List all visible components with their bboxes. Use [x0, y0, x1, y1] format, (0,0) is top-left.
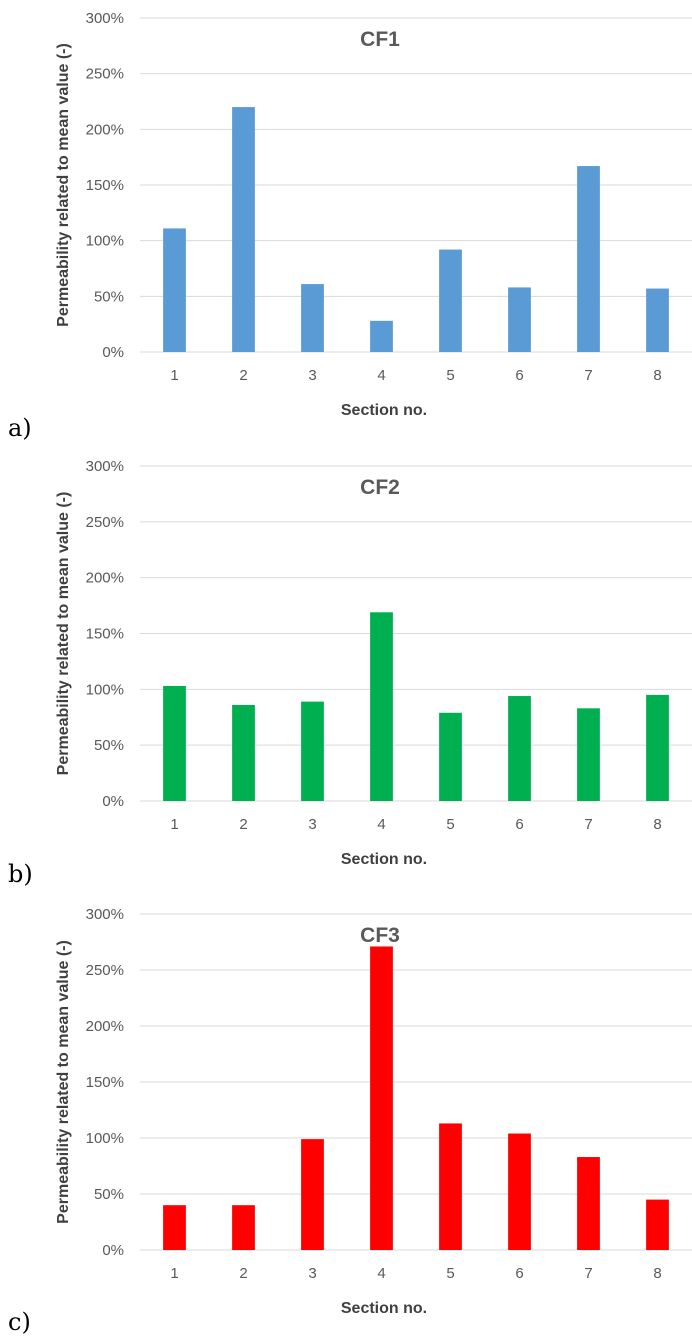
panel-label: c) [8, 1308, 31, 1336]
bar [232, 107, 255, 352]
x-tick-label: 8 [653, 816, 661, 833]
bar [301, 701, 324, 801]
x-tick-label: 6 [515, 1265, 523, 1282]
bar [646, 288, 669, 352]
y-tick-label: 100% [86, 681, 124, 698]
x-tick-label: 5 [446, 816, 454, 833]
y-tick-label: 200% [86, 121, 124, 138]
x-tick-label: 7 [584, 1265, 592, 1282]
bar [439, 249, 462, 352]
x-axis-title: Section no. [341, 402, 427, 419]
bar [577, 708, 600, 801]
y-tick-label: 250% [86, 66, 124, 83]
y-tick-label: 150% [86, 177, 124, 194]
x-tick-label: 7 [584, 816, 592, 833]
bar [301, 284, 324, 352]
x-tick-label: 1 [170, 1265, 178, 1282]
y-tick-label: 300% [86, 906, 124, 923]
x-tick-label: 6 [515, 367, 523, 384]
bar [577, 166, 600, 352]
x-tick-label: 2 [239, 1265, 247, 1282]
bar [370, 612, 393, 801]
x-tick-label: 4 [377, 1265, 385, 1282]
bar [232, 1205, 255, 1250]
y-tick-label: 200% [86, 570, 124, 587]
y-axis-title: Permeability related to mean value (-) [55, 940, 72, 1224]
bar [508, 1133, 531, 1250]
chart-panel-2: 0% 50% 100% 150% 200% 250% 300% 1 2 3 4 5 6 7 8 CF2 Sect… [8, 458, 692, 888]
y-tick-label: 0% [102, 793, 124, 810]
chart-title: CF2 [360, 476, 400, 499]
x-tick-label: 1 [170, 367, 178, 384]
y-tick-label: 200% [86, 1018, 124, 1035]
x-tick-label: 6 [515, 816, 523, 833]
panel-label: b) [8, 860, 33, 888]
x-tick-label: 2 [239, 367, 247, 384]
y-tick-label: 100% [86, 233, 124, 250]
y-axis-title: Permeability related to mean value (-) [55, 492, 72, 776]
y-tick-label: 100% [86, 1130, 124, 1147]
y-tick-label: 50% [94, 737, 124, 754]
chart-title: CF3 [360, 924, 400, 947]
panel-label: a) [8, 414, 32, 442]
x-tick-label: 2 [239, 816, 247, 833]
y-tick-label: 0% [102, 1242, 124, 1259]
chart-panel-3: 0% 50% 100% 150% 200% 250% 300% 1 2 3 4 5 6 7 8 CF3 Sect… [8, 906, 692, 1336]
y-tick-label: 300% [86, 10, 124, 27]
bar [439, 1123, 462, 1250]
x-tick-label: 1 [170, 816, 178, 833]
y-tick-label: 150% [86, 1074, 124, 1091]
bar [370, 946, 393, 1250]
y-tick-label: 50% [94, 1186, 124, 1203]
bar [508, 287, 531, 352]
y-tick-label: 150% [86, 626, 124, 643]
bar [301, 1139, 324, 1250]
bar [232, 704, 255, 801]
bar [163, 685, 186, 801]
bar [646, 1199, 669, 1250]
x-tick-label: 8 [653, 367, 661, 384]
x-tick-label: 7 [584, 367, 592, 384]
x-tick-label: 4 [377, 367, 385, 384]
x-tick-label: 3 [308, 367, 316, 384]
y-tick-label: 300% [86, 458, 124, 475]
bar [508, 696, 531, 801]
y-tick-label: 0% [102, 344, 124, 361]
x-tick-label: 5 [446, 367, 454, 384]
bar [646, 694, 669, 801]
bar [163, 228, 186, 352]
x-tick-label: 4 [377, 816, 385, 833]
y-tick-label: 50% [94, 288, 124, 305]
x-tick-label: 3 [308, 816, 316, 833]
x-axis-title: Section no. [341, 851, 427, 868]
bar [163, 1205, 186, 1250]
x-tick-label: 8 [653, 1265, 661, 1282]
x-tick-label: 5 [446, 1265, 454, 1282]
y-tick-label: 250% [86, 962, 124, 979]
bar [370, 320, 393, 352]
chart-panel-1: 0% 50% 100% 150% 200% 250% 300% 1 2 3 4 5 6 7 8 CF1 Sect… [8, 10, 692, 442]
bar [577, 1157, 600, 1250]
x-tick-label: 3 [308, 1265, 316, 1282]
y-axis-title: Permeability related to mean value (-) [55, 43, 72, 327]
x-axis-title: Section no. [341, 1300, 427, 1317]
bar [439, 712, 462, 801]
chart-title: CF1 [360, 28, 400, 51]
y-tick-label: 250% [86, 514, 124, 531]
